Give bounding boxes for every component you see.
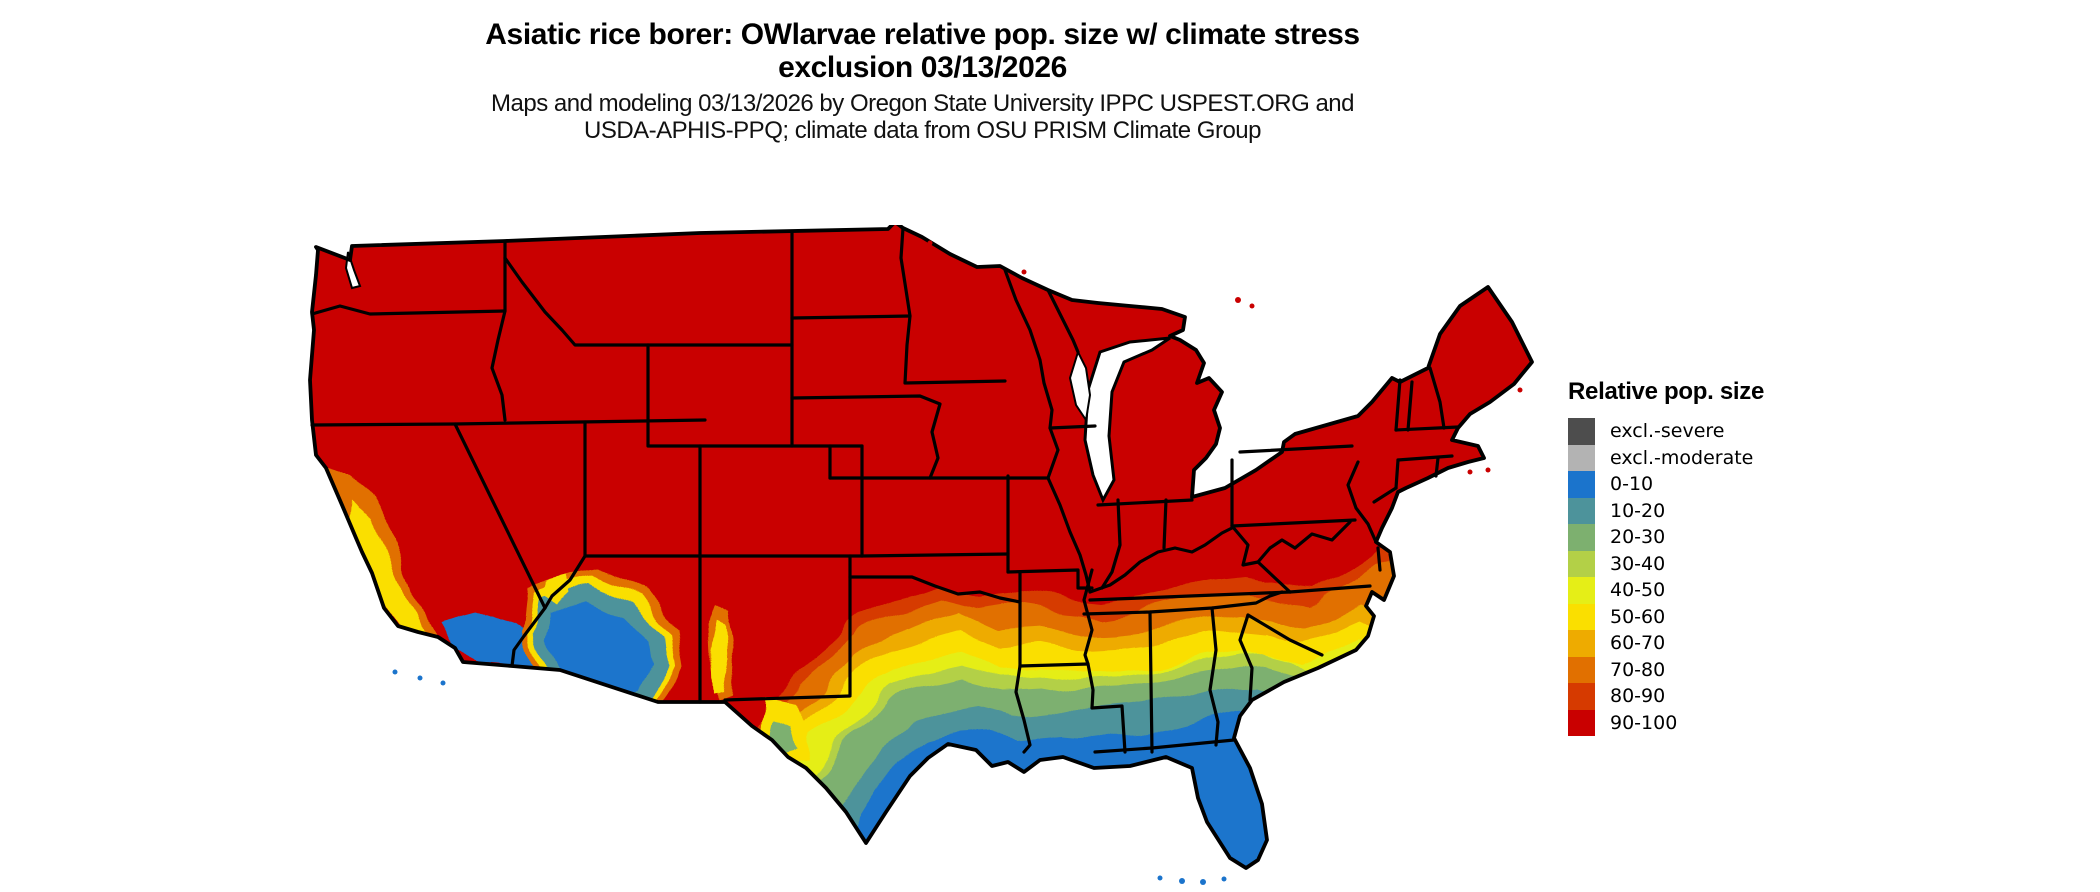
band-0-10 [600, 710, 1532, 868]
lake-michigan [1083, 336, 1171, 504]
legend-swatch-11 [1568, 709, 1595, 736]
state-borders [310, 226, 1460, 754]
us-map [308, 225, 1534, 885]
legend-swatch-2 [1568, 471, 1595, 498]
legend-row-20-30: 20-30 [1568, 524, 1764, 551]
legend-swatch-8 [1568, 630, 1595, 657]
legend-row-70-80: 70-80 [1568, 656, 1764, 683]
legend-swatch-7 [1568, 603, 1595, 630]
legend-swatch-5 [1568, 550, 1595, 577]
legend-row-90-100: 90-100 [1568, 709, 1764, 736]
legend-rows: excl.-severe excl.-moderate 0-10 10-20 20-30… [1568, 418, 1764, 736]
legend-label-2: 0-10 [1610, 473, 1654, 496]
legend-label-3: 10-20 [1610, 499, 1666, 522]
legend-row-80-90: 80-90 [1568, 683, 1764, 710]
legend-row-40-50: 40-50 [1568, 577, 1764, 604]
socal-blue [438, 612, 552, 670]
legend-label-0: excl.-severe [1610, 420, 1725, 443]
legend-swatch-0 [1568, 418, 1595, 445]
legend-row-30-40: 30-40 [1568, 550, 1764, 577]
legend-label-9: 70-80 [1610, 658, 1666, 681]
legend-label-10: 80-90 [1610, 685, 1666, 708]
legend-label-8: 60-70 [1610, 632, 1666, 655]
legend-label-1: excl.-moderate [1610, 446, 1754, 469]
legend-label-4: 20-30 [1610, 526, 1666, 549]
nm-riogrande-yellow [710, 620, 728, 694]
legend-title: Relative pop. size [1568, 378, 1764, 405]
arizona-blue-core [545, 600, 655, 696]
legend-swatch-3 [1568, 497, 1595, 524]
legend-row-60-70: 60-70 [1568, 630, 1764, 657]
legend-swatch-10 [1568, 683, 1595, 710]
lakes [344, 251, 1171, 504]
western-patchwork [326, 462, 812, 762]
offshore-specks [392, 240, 1523, 885]
legend-label-5: 30-40 [1610, 552, 1666, 575]
subtitle-line-2: USDA-APHIS-PPQ; climate data from OSU PR… [583, 117, 1262, 144]
page-title: Asiatic rice borer: OWlarvae relative po… [300, 18, 1545, 84]
legend-label-11: 90-100 [1610, 711, 1678, 734]
legend-row-10-20: 10-20 [1568, 497, 1764, 524]
title-line-2: exclusion 03/13/2026 [778, 51, 1067, 84]
legend-swatch-4 [1568, 524, 1595, 551]
legend-swatch-1 [1568, 444, 1595, 471]
california-valley-yellow [350, 500, 424, 642]
green-bay [1068, 349, 1092, 423]
legend-swatch-6 [1568, 577, 1595, 604]
legend-row-0-10: 0-10 [1568, 471, 1764, 498]
title-line-1: Asiatic rice borer: OWlarvae relative po… [485, 18, 1360, 51]
legend-row-50-60: 50-60 [1568, 603, 1764, 630]
legend-label-7: 50-60 [1610, 605, 1666, 628]
legend-swatch-9 [1568, 656, 1595, 683]
us-landmass-base [310, 225, 1532, 868]
subtitle-line-1: Maps and modeling 03/13/2026 by Oregon S… [491, 90, 1354, 117]
legend-label-6: 40-50 [1610, 579, 1666, 602]
page-subtitle: Maps and modeling 03/13/2026 by Oregon S… [300, 90, 1545, 144]
legend: Relative pop. size excl.-severe excl.-mod… [1568, 378, 1764, 736]
legend-row-excl.-moderate: excl.-moderate [1568, 444, 1764, 471]
legend-row-excl.-severe: excl.-severe [1568, 418, 1764, 445]
